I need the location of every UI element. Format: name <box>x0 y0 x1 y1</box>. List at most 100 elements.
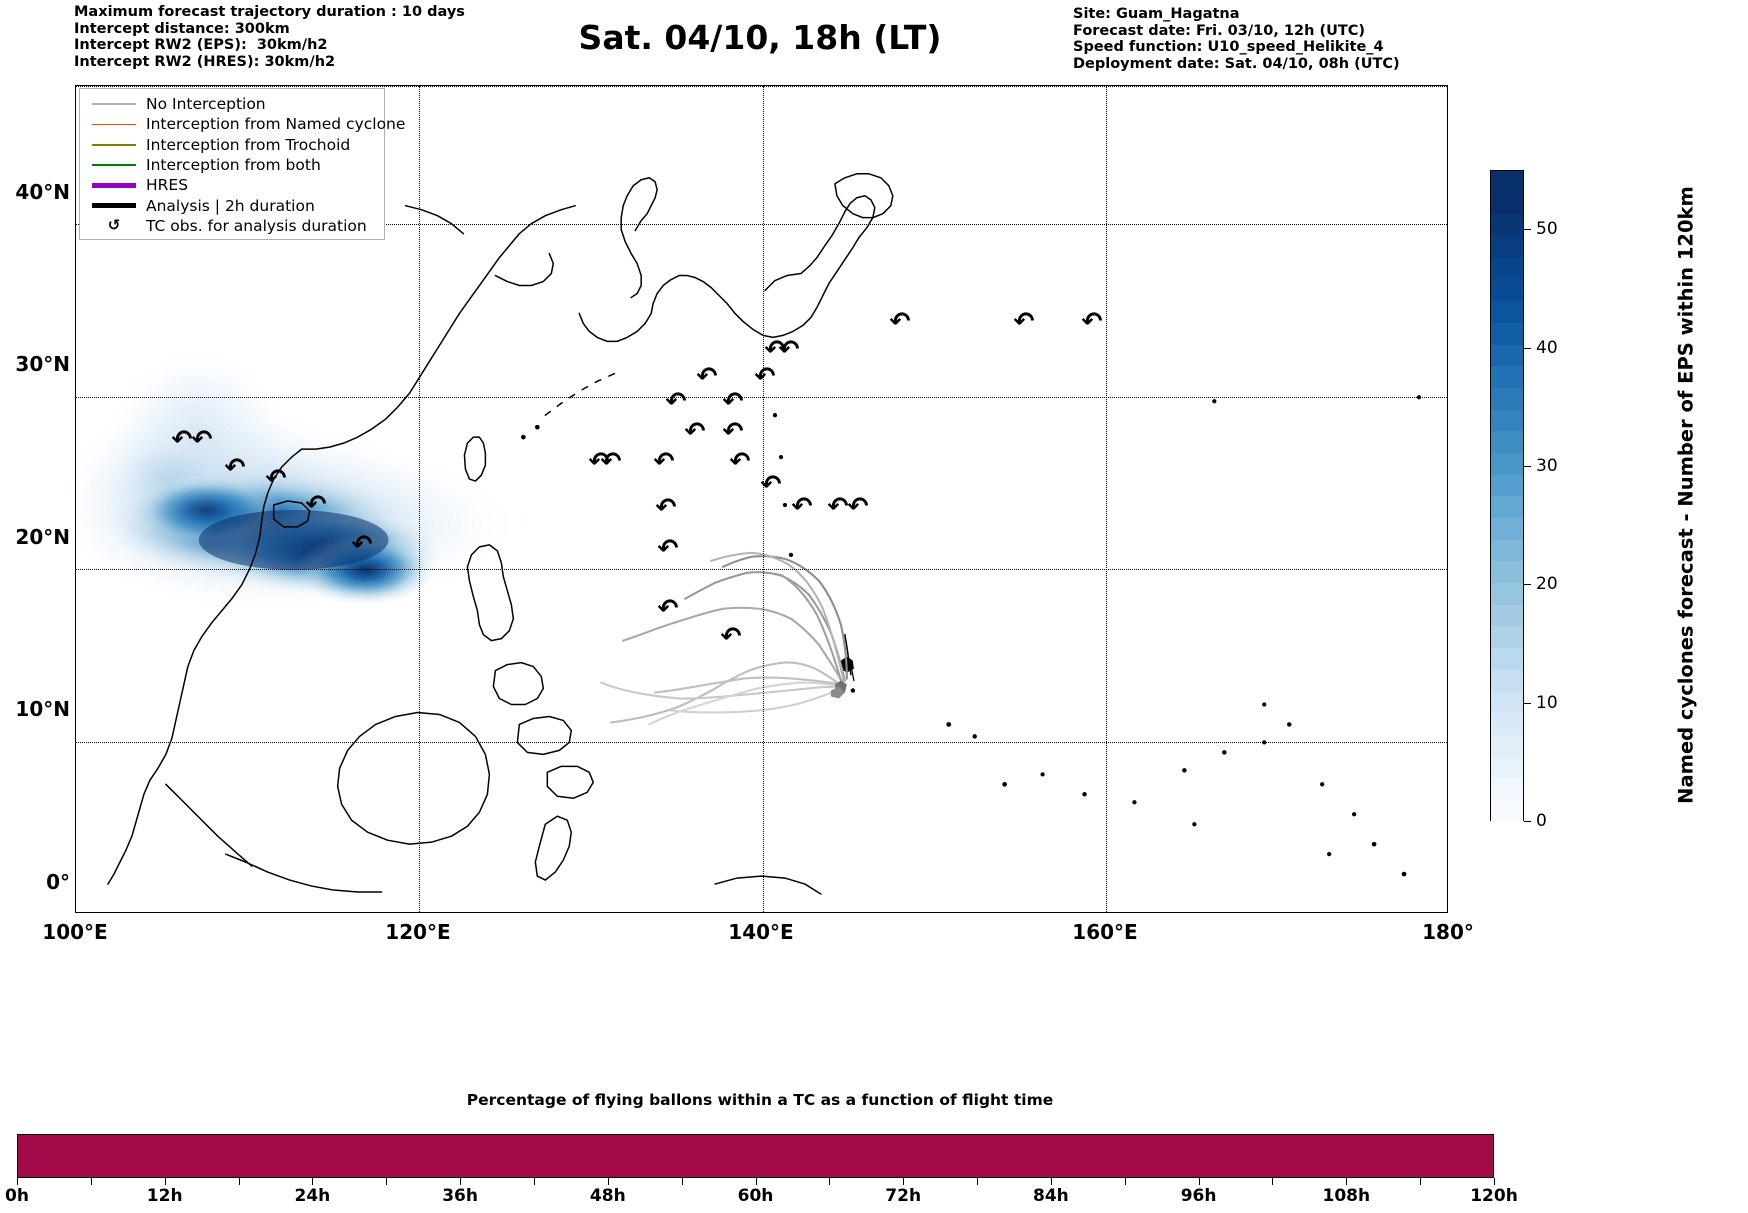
colorbar-tick <box>1524 229 1531 231</box>
legend-item-6[interactable]: ↺ TC obs. for analysis duration <box>86 216 376 236</box>
legend-item-label: Interception from Named cyclone <box>146 115 406 134</box>
legend-item-0[interactable]: No Interception <box>86 94 376 114</box>
balloon-axis-tick <box>681 1178 683 1185</box>
legend-item-5[interactable]: Analysis | 2h duration <box>86 195 376 215</box>
colorbar-tick-label: 20 <box>1536 574 1558 595</box>
balloon-axis-tick-label: 48h <box>589 1186 626 1206</box>
gridline-lon-140 <box>762 86 764 912</box>
colorbar-gradient <box>1490 170 1524 822</box>
colorbar-segment <box>1491 214 1523 237</box>
legend-item-label: Interception from Trochoid <box>146 135 351 154</box>
xtick-label-160E: 160°E <box>1072 920 1138 944</box>
balloon-axis-tick <box>1420 1178 1422 1185</box>
tc-cyclone-icon: ↶ <box>191 424 213 454</box>
legend-color-swatch <box>92 123 136 126</box>
balloon-axis-tick <box>1346 1178 1348 1185</box>
colorbar-segment <box>1491 171 1523 193</box>
balloon-axis-tick-label: 72h <box>885 1186 922 1206</box>
colorbar-segment <box>1491 301 1523 323</box>
colorbar-tick-label: 30 <box>1536 455 1558 476</box>
colorbar-segment <box>1491 344 1523 367</box>
balloon-axis-tick <box>386 1178 388 1185</box>
gridline-lon-160 <box>1105 86 1107 912</box>
colorbar-title: Named cyclones forecast - Number of EPS … <box>1674 186 1698 804</box>
tc-cyclone-icon: ↶ <box>171 424 193 454</box>
gridline-lat-40 <box>76 224 1447 225</box>
colorbar-tick <box>1524 347 1531 349</box>
legend-item-2[interactable]: Interception from Trochoid <box>86 135 376 155</box>
balloon-chart-caption: Percentage of flying ballons within a TC… <box>466 1091 1054 1109</box>
balloon-axis-tick-label: 96h <box>1180 1186 1217 1206</box>
colorbar-segment <box>1491 604 1523 627</box>
colorbar-segment <box>1491 409 1523 432</box>
colorbar-segment <box>1491 539 1523 562</box>
balloon-axis-tick-label: 84h <box>1033 1186 1069 1206</box>
legend-item-1[interactable]: Interception from Named cyclone <box>86 114 405 134</box>
tc-cyclone-icon: ↶ <box>655 492 677 522</box>
balloon-axis-tick <box>460 1178 462 1185</box>
colorbar-tick-label: 50 <box>1536 219 1558 240</box>
ytick-label-30N: 30°N <box>15 352 70 376</box>
colorbar-segment <box>1491 279 1523 302</box>
colorbar-segment <box>1491 431 1523 453</box>
tc-cyclone-icon: ↶ <box>720 621 742 651</box>
legend-color-swatch <box>92 164 136 166</box>
tc-cyclone-icon: ↶ <box>224 452 246 482</box>
colorbar-segment <box>1491 474 1523 497</box>
colorbar-segment <box>1491 734 1523 757</box>
map-legend[interactable]: No Interception Interception from Named c… <box>79 88 405 240</box>
balloon-axis-tick-label: 108h <box>1322 1186 1371 1206</box>
colorbar-segment <box>1491 257 1523 280</box>
coastline-paths <box>107 173 1422 895</box>
tc-cyclone-icon: ↶ <box>847 491 869 521</box>
balloon-axis-tick <box>1272 1178 1274 1185</box>
colorbar-tick <box>1524 702 1531 704</box>
xtick-label-100E: 100°E <box>42 920 108 944</box>
tc-cyclone-icon: ↶ <box>754 361 776 391</box>
legend-color-swatch <box>92 103 136 105</box>
tc-cyclone-icon: ↶ <box>778 334 800 364</box>
balloon-axis-tick <box>829 1178 831 1185</box>
colorbar-segment <box>1491 366 1523 388</box>
balloon-axis-tick-label: 120h <box>1470 1186 1518 1206</box>
tc-cyclone-icon: ↶ <box>657 593 679 623</box>
tc-cyclone-icon: ↶ <box>791 491 813 521</box>
legend-item-3[interactable]: Interception from both <box>86 155 376 175</box>
legend-item-label: Interception from both <box>146 156 321 175</box>
colorbar-tick <box>1524 465 1531 467</box>
balloon-axis-tick <box>1124 1178 1126 1185</box>
colorbar-tick-label: 40 <box>1536 337 1558 358</box>
gridline-lat-30 <box>76 396 1447 398</box>
colorbar-segment <box>1491 778 1523 800</box>
colorbar-segment <box>1491 626 1523 649</box>
tc-cyclone-icon: ↶ <box>351 529 373 559</box>
colorbar-segment <box>1491 713 1523 735</box>
colorbar-tick <box>1524 584 1531 586</box>
colorbar-tick <box>1524 821 1531 822</box>
tc-cyclone-icon: ↶ <box>265 463 287 493</box>
gridline-lat-20 <box>76 569 1447 570</box>
tc-cyclone-icon: ↶ <box>305 489 327 519</box>
xtick-label-120E: 120°E <box>385 920 451 944</box>
tc-cyclone-icon: ↶ <box>889 306 911 336</box>
balloon-axis-tick-label: 36h <box>442 1186 478 1206</box>
colorbar-segment <box>1491 561 1523 584</box>
balloon-axis-tick-label: 24h <box>294 1186 331 1206</box>
colorbar-segment <box>1491 518 1523 540</box>
ytick-label-10N: 10°N <box>15 697 70 721</box>
tc-cyclone-icon: ↶ <box>1081 306 1103 336</box>
tc-cyclone-icon: ↶ <box>696 361 718 391</box>
balloon-axis-tick <box>755 1178 757 1185</box>
colorbar-segment <box>1491 496 1523 518</box>
tc-cyclone-icon: ↶ <box>760 469 782 499</box>
tc-cyclone-icon: ↺ <box>107 216 121 235</box>
legend-item-4[interactable]: HRES <box>86 175 376 195</box>
balloon-axis-tick <box>977 1178 979 1185</box>
colorbar-segment <box>1491 756 1523 779</box>
balloon-axis-tick-label: 12h <box>146 1186 183 1206</box>
legend-item-label: Analysis | 2h duration <box>146 196 315 215</box>
balloon-chart-axes[interactable] <box>17 1134 1494 1178</box>
balloon-axis-tick <box>903 1178 905 1185</box>
eps-density-field <box>76 349 521 610</box>
colorbar-segment <box>1491 648 1523 670</box>
